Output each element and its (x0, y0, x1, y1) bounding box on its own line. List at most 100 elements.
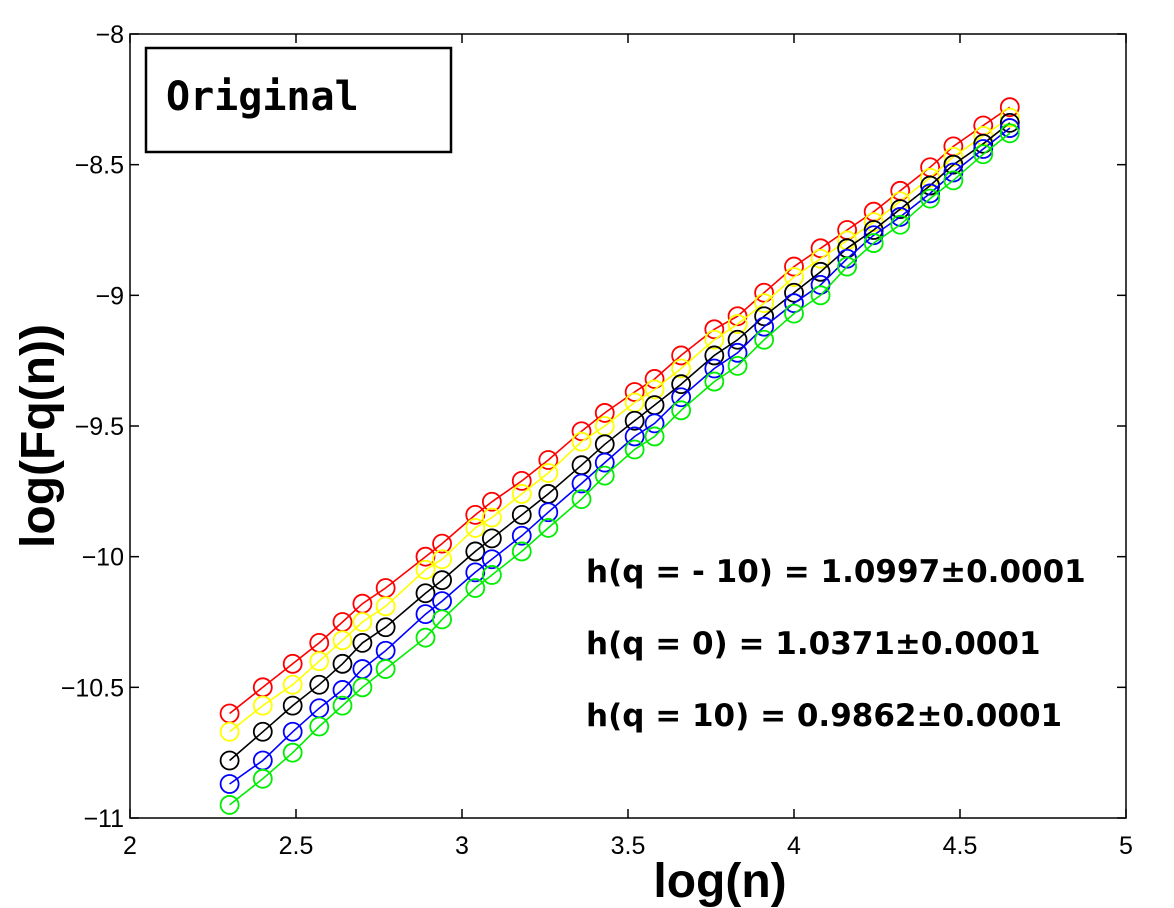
data-point (727, 314, 748, 334)
data-point (352, 677, 373, 698)
data-point (571, 489, 592, 510)
series-line (229, 106, 1011, 715)
data-point (644, 369, 665, 389)
data-point (784, 293, 804, 314)
data-point (282, 695, 303, 716)
y-tick-label: −8.5 (75, 152, 124, 180)
data-point (571, 431, 592, 452)
series-4 (219, 123, 1020, 815)
data-point (973, 139, 994, 159)
data-point (332, 680, 353, 700)
data-point (481, 549, 502, 570)
data-point (594, 403, 615, 423)
data-point (810, 285, 831, 306)
data-point (352, 612, 373, 632)
data-point (415, 627, 436, 648)
data-point (538, 463, 559, 483)
data-point (481, 507, 502, 528)
data-point (754, 293, 775, 314)
x-tick-label: 4 (787, 832, 801, 860)
data-point (644, 426, 665, 447)
y-tick-label: −8 (95, 21, 124, 49)
data-point (309, 716, 330, 737)
data-point (375, 596, 396, 617)
data-point (704, 319, 725, 340)
data-point (784, 256, 804, 277)
x-tick-label: 3 (455, 832, 469, 860)
annotation-q-10: h(q = 10) = 0.9862±0.0001 (586, 698, 1062, 734)
data-point (432, 570, 452, 591)
x-axis-title: log(n) (653, 855, 786, 908)
x-tick-label: 2.5 (279, 832, 314, 860)
data-point (571, 421, 592, 442)
data-point (704, 358, 725, 379)
data-point (704, 345, 725, 366)
data-point (999, 97, 1020, 118)
data-point (219, 774, 240, 794)
data-point (784, 267, 804, 287)
data-point (432, 533, 452, 554)
data-point (671, 400, 692, 421)
legend-label: Original (166, 74, 359, 120)
series-line (229, 127, 1011, 785)
data-point (863, 225, 884, 246)
data-point (309, 651, 330, 672)
data-point (465, 578, 486, 598)
data-point (810, 248, 831, 269)
data-point (999, 118, 1020, 138)
data-point (999, 112, 1020, 133)
data-point (644, 413, 665, 434)
data-point (481, 491, 502, 512)
data-point (863, 233, 884, 253)
data-point (465, 504, 486, 525)
data-point (511, 541, 532, 562)
data-point (252, 695, 273, 716)
data-point (754, 316, 775, 337)
data-point (624, 410, 645, 431)
data-point (282, 721, 303, 742)
data-point (352, 633, 373, 653)
data-point (671, 374, 692, 395)
data-point (973, 133, 994, 154)
data-point (219, 750, 240, 771)
data-point (511, 470, 532, 491)
data-point (973, 144, 994, 165)
data-point (784, 282, 804, 303)
data-point (332, 630, 353, 651)
x-tick-label: 2 (123, 832, 137, 860)
data-point (465, 541, 486, 562)
data-point (282, 653, 303, 674)
data-point (571, 473, 592, 494)
x-tick-label: 5 (1119, 832, 1133, 860)
y-tick-label: −11 (83, 805, 124, 833)
data-point (624, 439, 645, 460)
data-point (375, 659, 396, 679)
data-point (671, 387, 692, 408)
data-point (538, 518, 559, 538)
data-point (375, 617, 396, 638)
y-tick-label: −9 (95, 282, 124, 310)
y-tick-label: −9.5 (75, 413, 124, 441)
data-point (754, 306, 775, 327)
annotation-q-minus-10: h(q = - 10) = 1.0997±0.0001 (586, 554, 1086, 590)
data-point (432, 609, 452, 630)
data-point (332, 653, 353, 674)
data-point (810, 261, 831, 282)
data-point (920, 188, 941, 209)
data-point (309, 674, 330, 695)
data-point (943, 146, 964, 167)
x-tick-label: 4.5 (943, 832, 978, 860)
data-point (810, 238, 831, 259)
data-point (511, 504, 532, 525)
data-point (481, 528, 502, 549)
data-point (511, 525, 532, 546)
data-point (219, 795, 240, 815)
data-point (624, 426, 645, 447)
data-point (415, 546, 436, 567)
data-point (920, 183, 941, 204)
series-line (229, 132, 1011, 806)
data-point (465, 518, 486, 538)
data-point (890, 214, 911, 235)
legend-box: Original (144, 46, 453, 154)
